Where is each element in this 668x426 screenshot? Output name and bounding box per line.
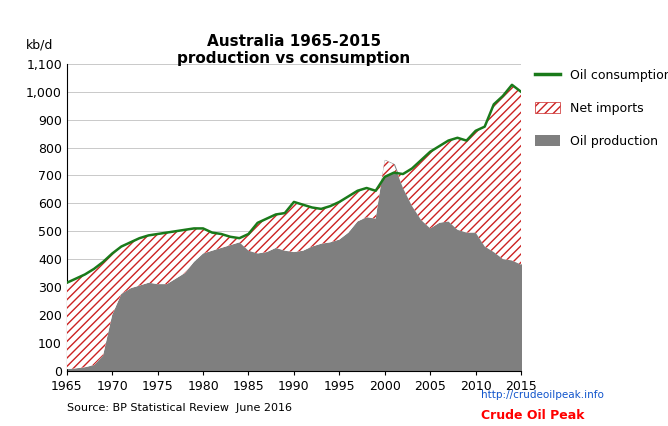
Text: kb/d: kb/d: [26, 39, 53, 52]
Text: Australia 1965-2015
production vs consumption: Australia 1965-2015 production vs consum…: [177, 34, 411, 66]
Text: Source: BP Statistical Review  June 2016: Source: BP Statistical Review June 2016: [67, 403, 292, 413]
Text: http://crudeoilpeak.info: http://crudeoilpeak.info: [481, 391, 604, 400]
Text: Crude Oil Peak: Crude Oil Peak: [481, 409, 584, 422]
Legend: Oil consumption, Net imports, Oil production: Oil consumption, Net imports, Oil produc…: [530, 64, 668, 153]
